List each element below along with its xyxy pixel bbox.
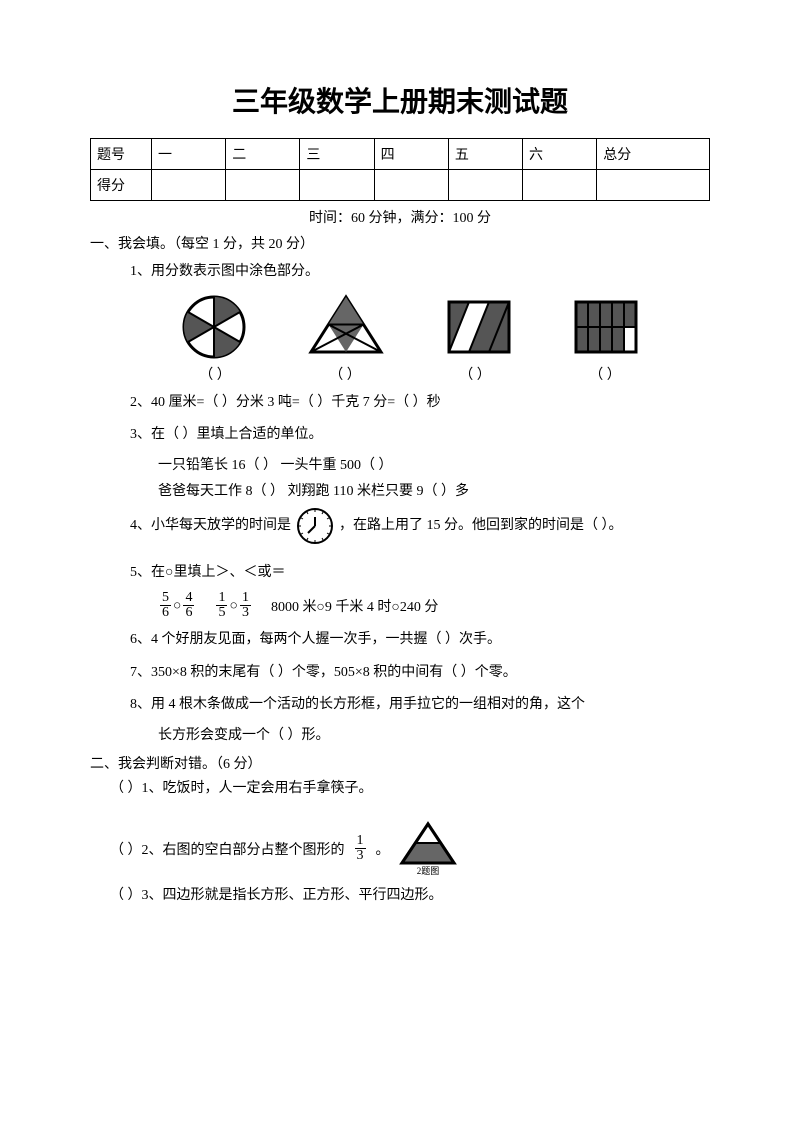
table-row: 得分 xyxy=(91,170,710,201)
blank: （ ） xyxy=(199,364,231,384)
square-diagonal-icon xyxy=(444,297,514,357)
cell: 五 xyxy=(448,139,522,170)
grid-tenths-icon xyxy=(571,297,641,357)
cmp-group: 56○46 xyxy=(158,591,196,621)
q3a: 一只铅笔长 16（ ） 一头牛重 500（ ） xyxy=(158,453,710,480)
svg-text:2题图: 2题图 xyxy=(416,866,439,876)
circle-sixths-icon xyxy=(179,292,249,362)
cmp-text: 8000 米○9 千米 4 时○240 分 xyxy=(271,596,438,616)
cmp-group: 15○13 xyxy=(214,591,252,621)
q6: 6、4 个好朋友见面，每两个人握一次手，一共握（ ）次手。 xyxy=(130,627,710,654)
blank: （ ） xyxy=(589,364,621,384)
blank: （ ） xyxy=(329,364,361,384)
figure-caption-row: （ ） （ ） （ ） （ ） xyxy=(150,364,670,384)
q8b: 长方形会变成一个（ ）形。 xyxy=(158,723,710,750)
tf2-text: （ ）2、右图的空白部分占整个图形的 xyxy=(110,839,345,859)
cell: 二 xyxy=(226,139,300,170)
cell: 三 xyxy=(300,139,374,170)
q7: 7、350×8 积的末尾有（ ）个零，505×8 积的中间有（ ）个零。 xyxy=(130,660,710,687)
q3: 3、在（ ）里填上合适的单位。 xyxy=(130,422,710,449)
triangle-thirds-icon: 2题图 xyxy=(398,821,458,876)
q5: 5、在○里填上＞、＜或＝ xyxy=(130,560,710,587)
score-table: 题号 一 二 三 四 五 六 总分 得分 xyxy=(90,138,710,201)
cell: 六 xyxy=(523,139,597,170)
tf3: （ ）3、四边形就是指长方形、正方形、平行四边形。 xyxy=(110,882,710,910)
q1: 1、用分数表示图中涂色部分。 xyxy=(130,259,710,286)
triangle-quarters-icon xyxy=(306,292,386,362)
blank: （ ） xyxy=(459,364,491,384)
cell: 四 xyxy=(374,139,448,170)
clock-icon xyxy=(295,506,335,546)
page-title: 三年级数学上册期末测试题 xyxy=(90,80,710,120)
q5-comparisons: 56○46 15○13 8000 米○9 千米 4 时○240 分 xyxy=(158,591,710,621)
page: 三年级数学上册期末测试题 题号 一 二 三 四 五 六 总分 得分 时间：60 … xyxy=(0,0,800,1132)
tf1: （ ）1、吃饭时，人一定会用右手拿筷子。 xyxy=(110,775,710,803)
figure-row xyxy=(150,292,670,362)
q2: 2、40 厘米=（ ）分米 3 吨=（ ）千克 7 分=（ ）秒 xyxy=(130,390,710,417)
cell: 得分 xyxy=(91,170,152,201)
timing-line: 时间：60 分钟，满分：100 分 xyxy=(90,207,710,227)
cell: 总分 xyxy=(597,139,710,170)
q3b: 爸爸每天工作 8（ ） 刘翔跑 110 米栏只要 9（ ）多 xyxy=(158,479,710,506)
cell: 一 xyxy=(152,139,226,170)
tf2-frac: 13 xyxy=(355,834,366,864)
table-row: 题号 一 二 三 四 五 六 总分 xyxy=(91,139,710,170)
q8: 8、用 4 根木条做成一个活动的长方形框，用手拉它的一组相对的角，这个 xyxy=(130,692,710,719)
section-2-heading: 二、我会判断对错。（6 分） xyxy=(90,753,710,773)
tf2-end: 。 xyxy=(376,839,390,859)
cell: 题号 xyxy=(91,139,152,170)
q4-text-b: ，在路上用了 15 分。他回到家的时间是（ ）。 xyxy=(339,513,623,540)
tf2: （ ）2、右图的空白部分占整个图形的 13 。 2题图 xyxy=(110,821,710,876)
section-1-heading: 一、我会填。（每空 1 分，共 20 分） xyxy=(90,233,710,253)
q4-text-a: 4、小华每天放学的时间是 xyxy=(130,513,291,540)
q4: 4、小华每天放学的时间是 ，在路上用了 15 分。他回到家的时间是（ ）。 xyxy=(130,506,710,546)
